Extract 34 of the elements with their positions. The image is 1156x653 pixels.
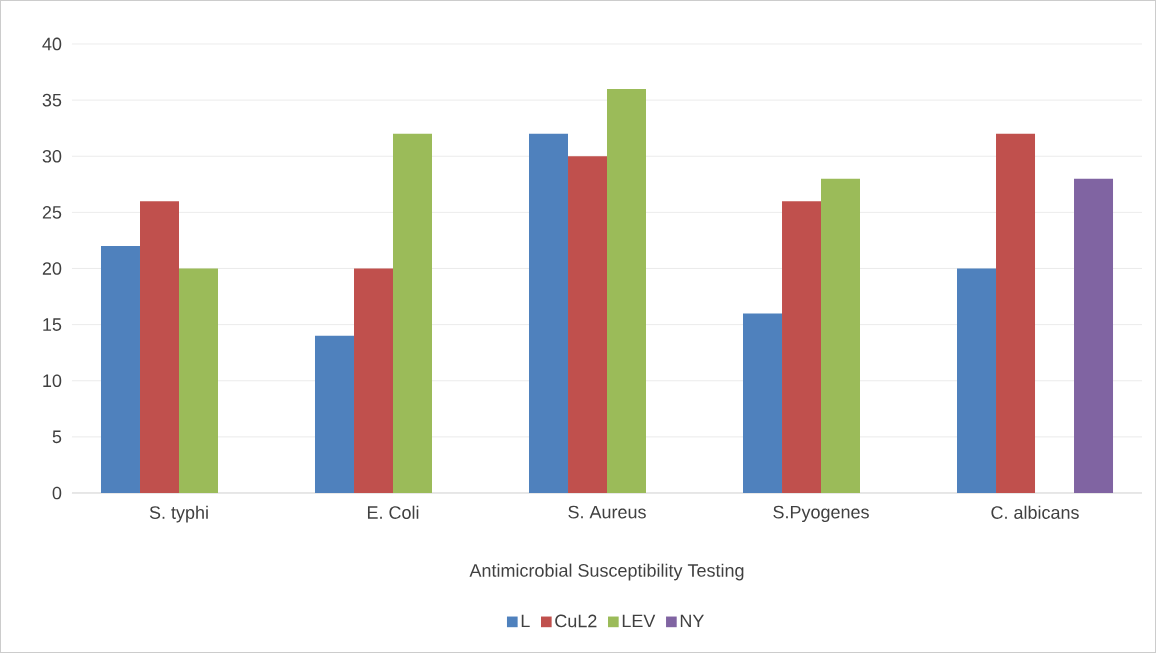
bar — [782, 201, 822, 493]
y-tick-label: 30 — [42, 149, 62, 163]
bar — [568, 156, 608, 493]
bar — [607, 88, 646, 493]
bar — [529, 133, 568, 493]
y-tick-label: 40 — [42, 37, 62, 51]
y-tick-label: 15 — [43, 318, 62, 331]
y-tick-label: 5 — [52, 430, 62, 444]
y-tick-label: 25 — [42, 206, 62, 219]
y-tick-label: 35 — [42, 93, 62, 107]
legend-label: LEV — [622, 614, 656, 628]
legend-label: L — [521, 614, 530, 628]
legend-label: CuL2 — [555, 614, 597, 628]
y-tick-label: 10 — [43, 374, 62, 388]
x-axis-title: Antimicrobial Susceptibility Testing — [469, 563, 744, 581]
x-tick-label: S. Aureus — [568, 505, 646, 519]
bar — [178, 268, 218, 493]
y-tick-label: 0 — [52, 486, 62, 500]
bar — [821, 178, 860, 493]
x-tick-label: S. typhi — [149, 505, 208, 523]
bar — [140, 201, 180, 493]
bar — [100, 246, 140, 493]
x-tick-label: E. Coli — [367, 505, 419, 519]
legend-label: NY — [680, 614, 704, 628]
bar — [354, 268, 394, 493]
bar — [1074, 178, 1114, 493]
y-tick-label: 20 — [42, 262, 62, 275]
bar — [743, 313, 782, 493]
bar — [314, 335, 354, 493]
x-tick-label: S.Pyogenes — [773, 505, 869, 523]
x-tick-label: C. albicans — [991, 505, 1079, 519]
bar — [957, 268, 996, 493]
bar — [392, 133, 432, 493]
bar — [996, 133, 1036, 493]
